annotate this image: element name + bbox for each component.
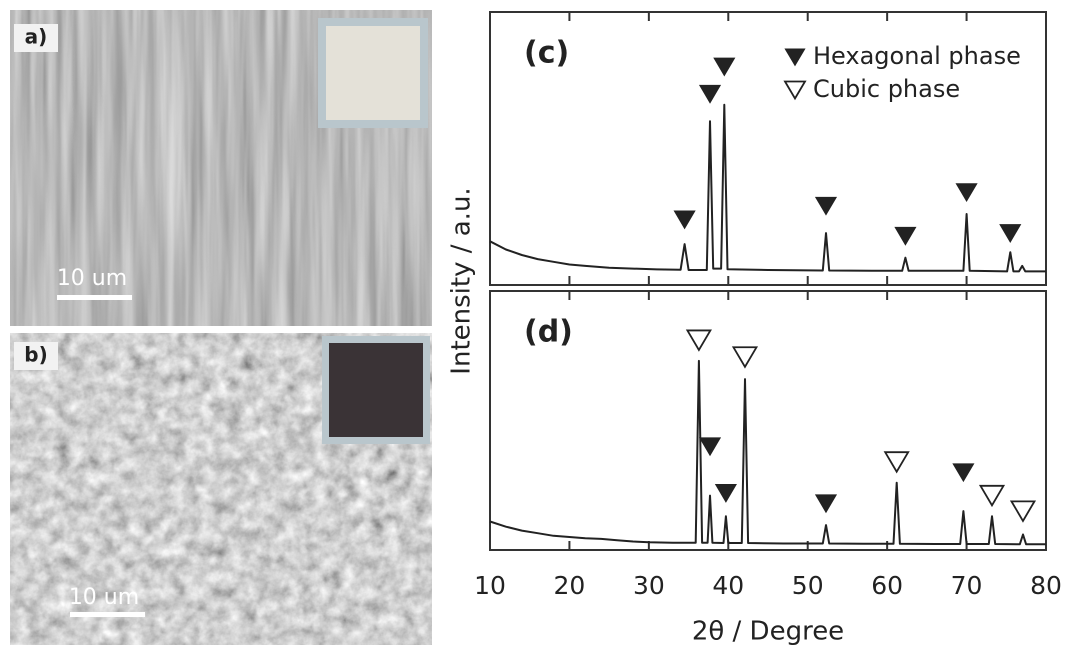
x-tick-label: 30 <box>633 571 665 600</box>
panel-label: (d) <box>524 315 573 350</box>
x-tick-label: 60 <box>871 571 903 600</box>
inset-sample <box>326 26 420 120</box>
legend-label: Cubic phase <box>813 75 960 103</box>
x-tick-label: 10 <box>474 571 506 600</box>
x-tick-label: 50 <box>792 571 824 600</box>
phase-marker <box>698 84 722 104</box>
legend-symbol <box>783 80 807 101</box>
charts: Intensity / a.u. (c) Hexagonal phase Cubic … <box>447 11 1062 647</box>
phase-marker <box>673 210 696 230</box>
phase-marker <box>685 329 712 352</box>
plot-frame <box>489 11 1047 286</box>
phase-marker <box>731 346 759 369</box>
phase-marker <box>952 463 975 483</box>
phase-marker <box>714 484 737 503</box>
phase-marker <box>883 451 910 474</box>
scale-bar <box>57 295 132 300</box>
plot-frame <box>489 290 1047 551</box>
phase-marker <box>999 224 1022 243</box>
inset-sample <box>329 343 423 437</box>
legend-symbol <box>784 48 806 67</box>
phase-marker <box>955 183 978 203</box>
scale-bar-label: 10 um <box>57 266 127 291</box>
panel-label: (c) <box>524 36 569 71</box>
phase-marker <box>698 437 722 457</box>
x-tick-label: 20 <box>554 571 586 600</box>
scale-bar-label: 10 um <box>69 585 139 610</box>
panel-label: a) <box>25 25 48 49</box>
xrd-line <box>489 103 1046 273</box>
phase-marker <box>1009 500 1037 523</box>
legend-label: Hexagonal phase <box>813 42 1021 70</box>
phase-marker <box>814 196 838 216</box>
phase-marker <box>713 57 736 77</box>
x-tick-label: 40 <box>712 571 744 600</box>
x-axis-label: 2θ / Degree <box>692 617 844 647</box>
x-tick-label: 70 <box>951 571 983 600</box>
phase-marker <box>814 494 838 514</box>
label-box <box>14 342 58 370</box>
panel-label: b) <box>24 343 47 367</box>
x-tick-label: 80 <box>1030 571 1062 600</box>
xrd-line <box>489 359 1046 546</box>
y-axis-label: Intensity / a.u. <box>447 187 477 374</box>
phase-marker <box>894 226 917 246</box>
scale-bar <box>70 612 145 617</box>
label-box <box>14 24 58 52</box>
phase-marker <box>978 484 1006 508</box>
